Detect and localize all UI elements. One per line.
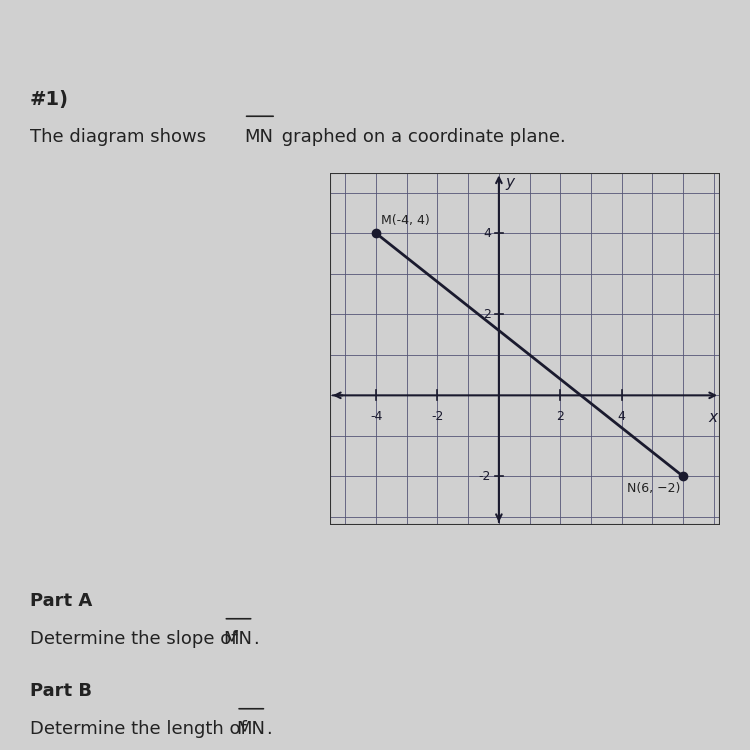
Text: MN: MN	[244, 128, 273, 146]
Text: Part A: Part A	[30, 592, 92, 610]
Text: graphed on a coordinate plane.: graphed on a coordinate plane.	[276, 128, 566, 146]
Text: The diagram shows: The diagram shows	[30, 128, 211, 146]
Text: 2: 2	[556, 410, 564, 422]
Text: .: .	[266, 720, 272, 738]
Text: N(6, −2): N(6, −2)	[627, 482, 680, 496]
Text: .: .	[254, 630, 260, 648]
Text: y: y	[505, 175, 514, 190]
Text: -2: -2	[431, 410, 444, 422]
Text: 4: 4	[618, 410, 626, 422]
Text: 4: 4	[483, 226, 491, 240]
Text: MN: MN	[224, 630, 253, 648]
Text: Part B: Part B	[30, 682, 92, 700]
Text: MN: MN	[236, 720, 266, 738]
Text: Determine the slope of: Determine the slope of	[30, 630, 243, 648]
Text: -4: -4	[370, 410, 382, 422]
Text: M(-4, 4): M(-4, 4)	[381, 214, 430, 227]
Text: 2: 2	[483, 308, 491, 321]
Text: Determine the length of: Determine the length of	[30, 720, 253, 738]
Text: -2: -2	[478, 470, 491, 483]
Text: #1): #1)	[30, 90, 69, 109]
Text: x: x	[708, 410, 717, 424]
